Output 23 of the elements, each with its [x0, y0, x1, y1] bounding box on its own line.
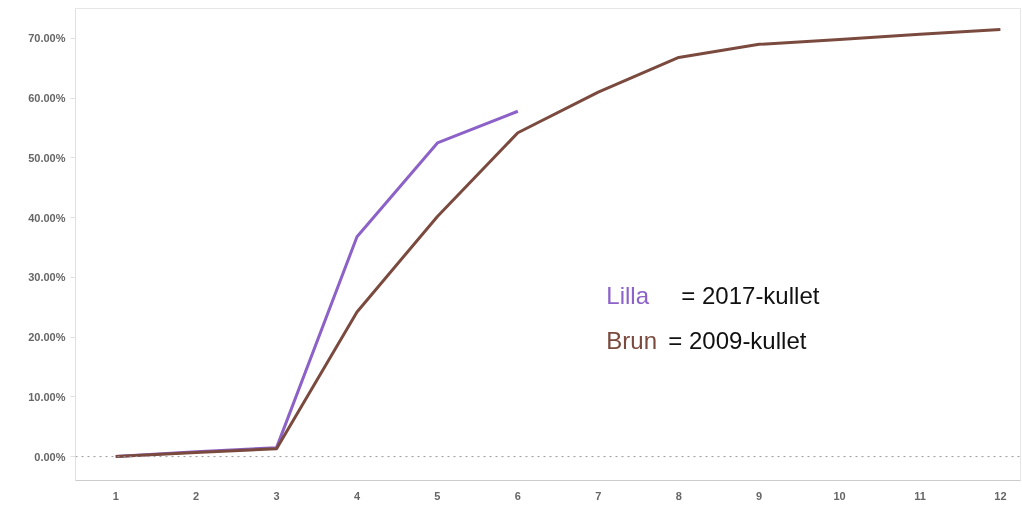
text: Lilla = 2017-kullet — [606, 281, 820, 309]
y-tick-label: 60.00% — [28, 92, 66, 105]
y-tick-label: 40.00% — [28, 211, 66, 224]
y-tick-label: 10.00% — [28, 390, 66, 403]
line-series — [114, 27, 1002, 459]
x-tick-label: 7 — [595, 489, 602, 502]
y-tick-label: 70.00% — [28, 32, 66, 45]
text: Brun = 2009-kullet — [606, 326, 807, 354]
x-tick-label: 5 — [434, 489, 441, 502]
x-tick-label: 1 — [112, 489, 119, 502]
x-tick-label: 11 — [914, 489, 926, 502]
y-tick-label: 0.00% — [34, 450, 66, 463]
y-tick-label: 30.00% — [28, 271, 66, 284]
x-tick-label: 3 — [273, 489, 280, 502]
y-tick-label: 20.00% — [28, 331, 66, 344]
x-tick-label: 12 — [994, 489, 1007, 502]
x-tick-label: 10 — [833, 489, 846, 502]
x-tick-label: 4 — [353, 489, 361, 502]
x-tick-label: 8 — [675, 489, 682, 502]
x-tick-label: 2 — [193, 489, 200, 502]
x-tick-label: 6 — [514, 489, 521, 502]
y-tick-label: 50.00% — [28, 151, 66, 164]
x-tick-label: 9 — [756, 489, 763, 502]
